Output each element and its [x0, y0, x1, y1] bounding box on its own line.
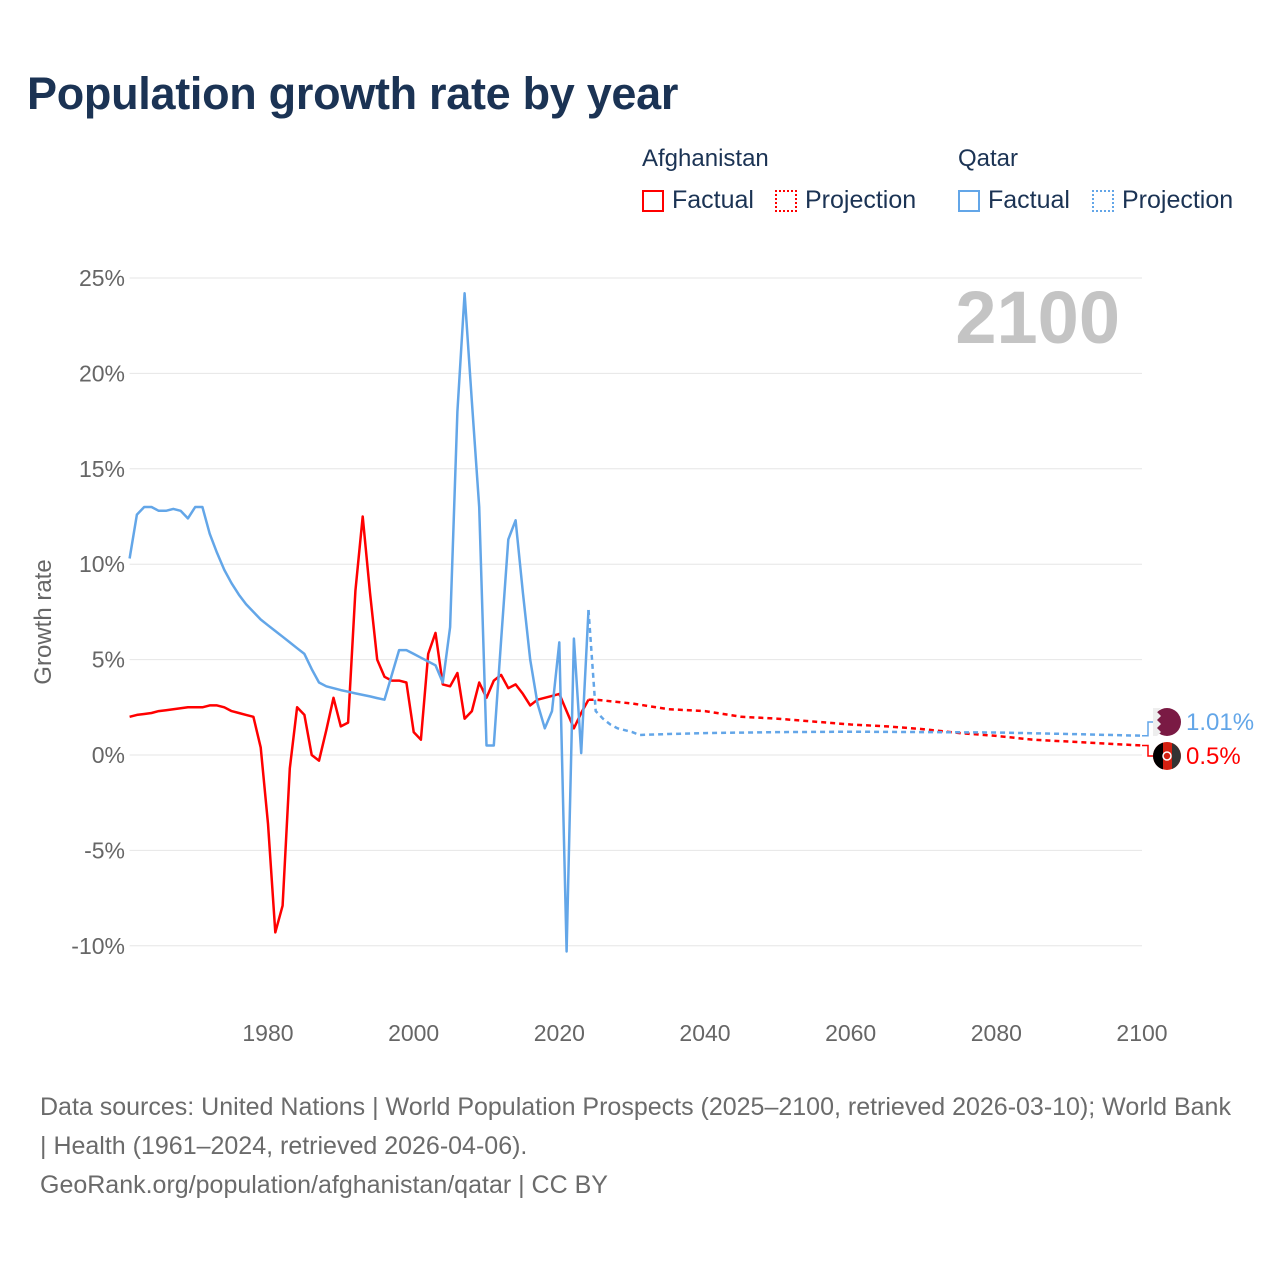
legend-label: Factual: [988, 186, 1070, 214]
line-chart: 25% 20% 15% 10% 5% 0% -5% -10% 1980 2000 2020 2040 2…: [30, 265, 1254, 1046]
dotted-swatch-icon: [1092, 189, 1114, 212]
solid-swatch-icon: [642, 189, 664, 212]
y-tick-label: 25%: [79, 265, 125, 291]
x-tick-label: 2040: [679, 1020, 730, 1046]
y-tick-label: -10%: [71, 933, 125, 959]
y-tick-label: 10%: [79, 551, 125, 577]
x-tick-label: 2000: [388, 1020, 439, 1046]
solid-swatch-icon: [958, 189, 980, 212]
dotted-swatch-icon: [775, 189, 797, 212]
y-tick-label: 0%: [92, 742, 125, 768]
x-tick-label: 2020: [534, 1020, 585, 1046]
x-tick-label: 2080: [971, 1020, 1022, 1046]
qatar-factual-line: [128, 292, 590, 953]
attribution-link[interactable]: GeoRank.org/population/afghanistan/qatar…: [40, 1171, 608, 1199]
legend-label: Projection: [805, 186, 917, 214]
qatar-end-label: 1.01%: [1186, 709, 1254, 736]
legend-qatar-projection[interactable]: Projection: [1092, 186, 1233, 215]
footer: Data sources: United Nations | World Pop…: [40, 1088, 1240, 1205]
legend-label: Factual: [672, 186, 754, 214]
year-watermark: 2100: [955, 276, 1120, 359]
y-tick-label: 20%: [79, 360, 125, 386]
y-tick-label: 5%: [92, 647, 125, 673]
afghanistan-end-label: 0.5%: [1186, 743, 1241, 770]
data-sources: Data sources: United Nations | World Pop…: [40, 1093, 1231, 1160]
flag-emblem: [1162, 751, 1172, 761]
y-axis-label: Growth rate: [30, 559, 57, 684]
x-tick-label: 1980: [242, 1020, 293, 1046]
afghanistan-factual-line: [129, 515, 590, 934]
flag-green-band: [1172, 743, 1181, 769]
qatar-projection-line: [587, 609, 1143, 737]
afghanistan-flag-icon: [1153, 742, 1181, 770]
flag-black-band: [1153, 742, 1163, 770]
x-tick-label: 2060: [825, 1020, 876, 1046]
legend-afghanistan-factual[interactable]: Factual: [642, 186, 754, 215]
chart-title: Population growth rate by year: [27, 68, 679, 119]
qatar-end-connector: [1142, 721, 1156, 737]
afghanistan-end-connector: [1142, 744, 1156, 757]
legend-group-afghanistan: Afghanistan: [642, 145, 769, 172]
legend-group-qatar: Qatar: [958, 145, 1019, 172]
afghanistan-projection-line: [588, 698, 1143, 747]
flag-serration: [1153, 708, 1161, 736]
legend-label: Projection: [1122, 186, 1234, 214]
y-tick-label: -5%: [84, 837, 125, 863]
qatar-flag-icon: [1153, 708, 1181, 736]
y-tick-label: 15%: [79, 456, 125, 482]
legend-afghanistan-projection[interactable]: Projection: [775, 186, 916, 215]
legend-qatar-factual[interactable]: Factual: [958, 186, 1070, 215]
x-tick-label: 2100: [1116, 1020, 1167, 1046]
